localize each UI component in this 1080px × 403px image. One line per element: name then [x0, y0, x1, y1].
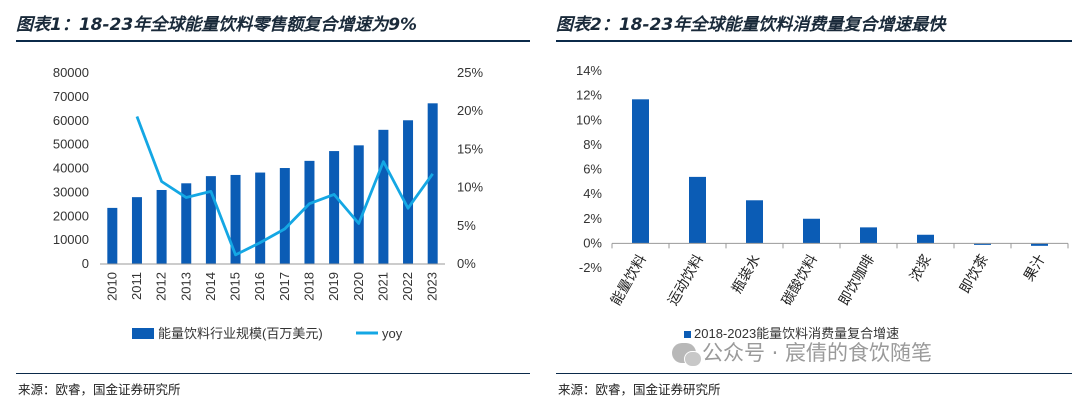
bar: [329, 151, 340, 264]
y-right-tick-label: 15%: [457, 141, 483, 156]
bar: [632, 99, 649, 244]
watermark: 公众号 · 宸倩的食饮随笔: [672, 337, 932, 367]
x-tick-label: 碳酸饮料: [778, 252, 820, 308]
watermark-text: 公众号 · 宸倩的食饮随笔: [702, 341, 933, 365]
y-tick-label: 4%: [583, 186, 602, 201]
x-tick-label: 2017: [277, 272, 292, 301]
wechat-icon: [672, 343, 702, 367]
y-right-tick-label: 10%: [457, 180, 483, 195]
y-left-tick-label: 30000: [53, 184, 89, 199]
chart2-title: 图表2：18-23年全球能量饮料消费量复合增速最快: [556, 15, 946, 35]
x-tick-label: 运动饮料: [664, 252, 706, 308]
bar: [156, 189, 167, 264]
bar: [205, 176, 216, 264]
y-left-tick-label: 10000: [53, 232, 89, 247]
x-tick-label: 2011: [129, 272, 144, 300]
chart1-title: 图表1：18-23年全球能量饮料零售额复合增速为9%: [16, 15, 418, 35]
legend-swatch: [684, 331, 691, 338]
y-left-tick-label: 20000: [53, 208, 89, 223]
y-left-tick-label: 60000: [53, 113, 89, 128]
x-tick-label: 2023: [425, 272, 440, 301]
bar: [230, 174, 241, 264]
x-tick-label: 2010: [104, 272, 119, 301]
bar: [803, 218, 820, 244]
x-tick-label: 2022: [400, 272, 415, 301]
y-tick-label: 6%: [583, 162, 602, 177]
x-tick-label: 2021: [375, 272, 390, 301]
bar: [917, 234, 934, 244]
bar: [107, 207, 118, 264]
bar: [974, 243, 991, 245]
y-tick-label: 0%: [583, 235, 602, 250]
x-tick-label: 2013: [178, 272, 193, 301]
bar: [860, 227, 877, 244]
legend-bar-swatch: [132, 328, 154, 339]
bar: [131, 197, 142, 264]
chart1-source: 来源：欧睿，国金证券研究所: [18, 382, 181, 397]
y-left-tick-label: 0: [82, 256, 89, 271]
bar: [427, 103, 438, 264]
bar: [403, 120, 414, 265]
x-tick-label: 2012: [154, 272, 169, 301]
bar: [689, 176, 706, 244]
legend-line-label: yoy: [382, 326, 403, 341]
x-tick-label: 能量饮料: [607, 252, 649, 308]
x-tick-label: 2019: [326, 272, 341, 301]
y-right-tick-label: 0%: [457, 256, 476, 271]
chart1-panel: 图表1：18-23年全球能量饮料零售额复合增速为9% 0 10000 20000 30…: [16, 15, 530, 397]
bar: [1031, 243, 1048, 246]
bar: [304, 160, 315, 264]
chart1-svg: 0 10000 20000 30000 40000 50000 60000 70000 8000…: [53, 65, 484, 341]
x-tick-label: 2014: [203, 272, 218, 301]
y-left-tick-label: 40000: [53, 161, 89, 176]
bar: [746, 200, 763, 244]
x-tick-label: 2018: [301, 272, 316, 301]
y-left-tick-label: 80000: [53, 65, 89, 80]
y-left-tick-label: 70000: [53, 89, 89, 104]
x-tick-label: 2015: [228, 272, 243, 301]
x-tick-label: 浓浆: [906, 252, 934, 284]
x-tick-label: 即饮茶: [956, 252, 991, 296]
y-tick-label: 2%: [583, 211, 602, 226]
x-tick-label: 即饮咖啡: [835, 252, 877, 308]
chart2-source: 来源：欧睿，国金证券研究所: [558, 382, 721, 397]
bar: [353, 145, 364, 264]
y-tick-label: -2%: [579, 260, 603, 275]
legend-bar-label: 能量饮料行业规模(百万美元): [158, 326, 323, 341]
x-tick-label: 2020: [351, 272, 366, 301]
chart2-top-rule: [556, 40, 1072, 42]
x-tick-label: 2016: [252, 272, 267, 301]
chart2-panel: 图表2：18-23年全球能量饮料消费量复合增速最快 -2% 0% 2% 4% 6% 8% 1…: [548, 0, 1080, 403]
y-right-tick-label: 5%: [457, 218, 476, 233]
bar: [279, 168, 290, 264]
y-tick-label: 8%: [583, 137, 602, 152]
x-tick-label: 瓶装水: [728, 252, 763, 296]
bar: [181, 183, 192, 264]
y-right-tick-label: 25%: [457, 65, 483, 80]
yoy-line: [135, 116, 434, 257]
chart2-svg: -2% 0% 2% 4% 6% 8% 10% 12% 14% 能量饮料 运动饮料 瓶装水 碳酸饮料 即饮咖…: [576, 63, 1069, 341]
chart1-bottom-rule: [16, 373, 530, 374]
y-tick-label: 10%: [576, 112, 602, 127]
bar: [378, 129, 389, 264]
bar: [255, 172, 266, 264]
legend-label: 2018-2023能量饮料消费量复合增速: [694, 326, 899, 341]
y-right-tick-label: 20%: [457, 103, 483, 118]
chart2-bottom-rule: [556, 373, 1072, 374]
y-left-tick-label: 50000: [53, 137, 89, 152]
x-tick-label: 果汁: [1020, 252, 1048, 284]
y-tick-label: 12%: [576, 88, 602, 103]
y-tick-label: 14%: [576, 63, 602, 78]
chart1-top-rule: [16, 40, 530, 42]
